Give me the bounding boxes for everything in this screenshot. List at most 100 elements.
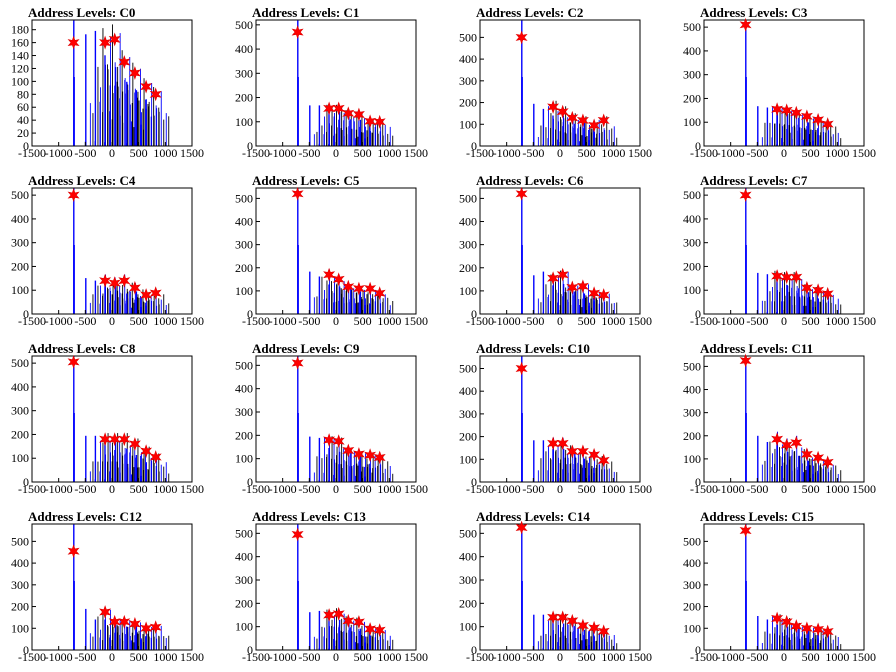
histogram-bar bbox=[338, 451, 341, 482]
histogram-bar bbox=[374, 637, 376, 650]
histogram-bar bbox=[366, 636, 368, 650]
histogram-bar bbox=[772, 616, 773, 650]
histogram-bar bbox=[372, 636, 374, 650]
histogram-bar bbox=[127, 627, 129, 650]
histogram-bar bbox=[369, 303, 370, 314]
histogram-bar bbox=[815, 463, 817, 482]
histogram-bar bbox=[309, 436, 311, 482]
histogram-bar bbox=[825, 636, 827, 650]
histogram-bar bbox=[372, 294, 374, 314]
histogram-bar bbox=[107, 288, 109, 314]
histogram-bar bbox=[771, 137, 773, 146]
histogram-bar bbox=[771, 643, 773, 650]
histogram-bar bbox=[335, 133, 337, 146]
histogram-bar bbox=[321, 125, 323, 146]
histogram-bars bbox=[297, 20, 394, 147]
x-tick-label: 500 bbox=[802, 314, 820, 328]
histogram-bar bbox=[131, 632, 133, 650]
y-tick-label: 400 bbox=[459, 550, 477, 564]
histogram-bar bbox=[776, 439, 778, 482]
histogram-bar bbox=[818, 120, 819, 146]
histogram-bar bbox=[387, 297, 389, 314]
histogram-bar bbox=[560, 631, 562, 650]
histogram-bar bbox=[346, 447, 348, 482]
histogram-bar bbox=[771, 301, 773, 314]
histogram-bar bbox=[343, 136, 345, 146]
histogram-bar bbox=[353, 465, 355, 482]
histogram-bar bbox=[369, 629, 370, 650]
histogram-bar bbox=[582, 124, 584, 146]
histogram-bar bbox=[601, 637, 603, 650]
peak-marker bbox=[771, 611, 784, 626]
x-tick-label: -1000 bbox=[45, 314, 73, 328]
histogram-bar bbox=[810, 299, 812, 314]
histogram-bar bbox=[124, 303, 126, 314]
histogram-bar bbox=[803, 449, 805, 482]
histogram-bar bbox=[819, 465, 821, 482]
histogram-bar bbox=[574, 626, 576, 650]
histogram-bar bbox=[793, 272, 795, 314]
histogram-bar bbox=[533, 440, 535, 482]
histogram-bar bbox=[789, 109, 791, 146]
x-tick-label: 1500 bbox=[404, 482, 428, 496]
histogram-bar bbox=[772, 107, 773, 146]
histogram-bar bbox=[389, 305, 391, 314]
histogram-bar bbox=[145, 636, 146, 650]
histogram-bar bbox=[820, 463, 822, 482]
histogram-bar bbox=[370, 285, 371, 314]
histogram-bar bbox=[781, 301, 782, 314]
histogram-bar bbox=[374, 455, 376, 482]
peak-marker bbox=[323, 433, 336, 447]
histogram-bar bbox=[567, 140, 569, 146]
histogram-bar bbox=[559, 463, 561, 482]
histogram-bar bbox=[365, 298, 366, 314]
histogram-bar bbox=[137, 633, 139, 650]
histogram-bar bbox=[555, 613, 557, 650]
histogram-bar bbox=[550, 635, 551, 650]
histogram-bar bbox=[156, 457, 158, 482]
histogram-bar bbox=[367, 464, 369, 482]
histogram-bar bbox=[782, 278, 783, 314]
histogram-bar bbox=[567, 272, 569, 314]
x-tick-label: -1500 bbox=[690, 146, 718, 160]
histogram-bar bbox=[372, 631, 374, 650]
histogram-bar bbox=[92, 294, 94, 314]
histogram-bar bbox=[387, 461, 389, 482]
histogram-bar bbox=[357, 643, 359, 650]
histogram-bar bbox=[334, 113, 335, 146]
histogram-bar bbox=[825, 461, 827, 482]
y-tick-label: 80 bbox=[17, 87, 29, 101]
histogram-bar bbox=[813, 297, 814, 314]
peak-marker bbox=[790, 435, 803, 450]
y-tick-label: 100 bbox=[459, 452, 477, 466]
histogram-bar bbox=[357, 302, 359, 314]
x-tick-label: -500 bbox=[298, 482, 320, 496]
histogram-bar bbox=[572, 446, 574, 482]
histogram-bar bbox=[788, 125, 790, 146]
x-tick-label: -1500 bbox=[466, 314, 494, 328]
histogram-bar bbox=[85, 435, 87, 482]
histogram-bar bbox=[565, 449, 567, 482]
histogram-bar bbox=[364, 118, 365, 146]
histogram-bar bbox=[148, 106, 150, 146]
histogram-bar bbox=[374, 301, 376, 314]
histogram-bar bbox=[565, 638, 567, 650]
histogram-bar bbox=[102, 295, 103, 314]
histogram-bar bbox=[558, 275, 559, 314]
panel-title: Address Levels: C15 bbox=[700, 509, 814, 524]
histogram-panel-c15: Address Levels: C15 0 100 200 300 400 500 -1500… bbox=[683, 509, 876, 664]
histogram-bar bbox=[140, 475, 142, 482]
histogram-bar bbox=[384, 630, 386, 650]
histogram-bar bbox=[567, 299, 569, 314]
histogram-bar bbox=[604, 301, 606, 314]
histogram-bar bbox=[110, 452, 111, 482]
x-tick-label: 0 bbox=[109, 314, 115, 328]
histogram-bar bbox=[803, 631, 805, 650]
histogram-bar bbox=[582, 128, 584, 146]
histogram-bar bbox=[117, 297, 119, 314]
histogram-bar bbox=[371, 298, 373, 314]
y-tick-label: 300 bbox=[11, 404, 29, 418]
y-tick-label: 500 bbox=[235, 526, 253, 540]
peak-marker bbox=[291, 186, 304, 201]
histogram-bar bbox=[145, 302, 146, 314]
